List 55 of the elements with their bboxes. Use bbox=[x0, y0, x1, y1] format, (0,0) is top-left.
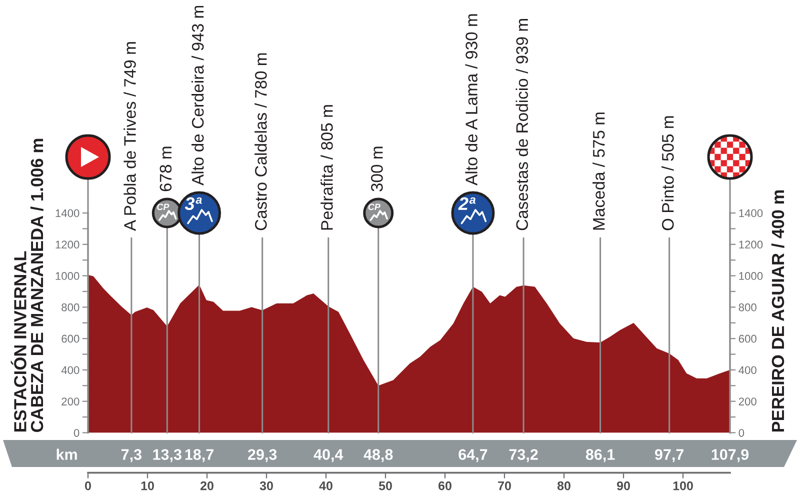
x2-tick-label: 107,9 bbox=[712, 449, 749, 462]
text: 2ª bbox=[458, 197, 476, 210]
x2-tick-label: 13,3 bbox=[153, 449, 182, 462]
y-axis-title: ESTACIÓN INVERNAL CABEZA DE MANZANEDA / 1.006 m bbox=[10, 138, 44, 432]
x-tick-label: 0 bbox=[85, 481, 91, 490]
text: 3ª bbox=[184, 197, 202, 210]
x2-tick-label: 64,7 bbox=[458, 449, 488, 462]
ref-line-label: Castro Caldelas / 780 m bbox=[254, 53, 267, 230]
y2-tick-label: 1400 bbox=[739, 209, 763, 218]
ref-line-label: Alto de Cerdeira / 943 m bbox=[191, 6, 204, 186]
ref-line-label: Maceda / 575 m bbox=[592, 112, 605, 230]
x-tick-label: 20 bbox=[200, 481, 214, 490]
ref-line-label: 300 m bbox=[371, 146, 383, 192]
x-tick-label: 30 bbox=[260, 481, 273, 490]
x2-tick-label: 18,7 bbox=[185, 449, 214, 462]
y2-tick-label: 200 bbox=[738, 398, 756, 406]
y-tick-label: 200 bbox=[62, 398, 80, 406]
x2-tick-label: 97,7 bbox=[654, 449, 684, 462]
ref-line-label: Alto de A Lama / 930 m bbox=[465, 14, 478, 186]
x2-tick-label: 73,2 bbox=[509, 449, 538, 462]
text: CP bbox=[368, 204, 380, 210]
x2-tick-label: 7,3 bbox=[121, 449, 142, 462]
y2-tick-label: 600 bbox=[738, 334, 756, 343]
ref-line-label: 678 m bbox=[160, 146, 172, 192]
y-tick-label: 400 bbox=[61, 366, 80, 374]
ref-line-label: Casestas de Rodicio / 939 m bbox=[516, 19, 528, 230]
y-tick-label: 1200 bbox=[56, 240, 80, 249]
y-tick-label: 800 bbox=[62, 303, 80, 312]
y-tick-label: 600 bbox=[62, 334, 80, 343]
x-tick-label: 10 bbox=[141, 481, 154, 490]
x-tick-label: 80 bbox=[557, 481, 570, 490]
y2-tick-label: 1200 bbox=[739, 240, 763, 249]
x-tick-label: 90 bbox=[616, 481, 630, 490]
x2-tick-label: 29,3 bbox=[248, 449, 277, 462]
x2-tick-label: 40,4 bbox=[314, 449, 344, 462]
y-tick-label: 1400 bbox=[56, 209, 80, 218]
x-tick-label: 70 bbox=[498, 481, 511, 490]
ref-line-label: O Pinto / 505 m bbox=[662, 116, 674, 230]
x-tick-label: 50 bbox=[378, 481, 392, 490]
ref-line-label: A Pobla de Trives / 749 m bbox=[124, 42, 136, 231]
x-tick-label: 60 bbox=[438, 481, 452, 490]
y2-tick-label: 1000 bbox=[739, 272, 763, 280]
text: CP bbox=[157, 204, 170, 210]
ref-line-label: Pedrafita / 805 m bbox=[320, 105, 333, 230]
x2-tick-label: 86,1 bbox=[586, 449, 615, 462]
y-tick-label: 0 bbox=[74, 428, 80, 437]
x-tick-label: 40 bbox=[319, 481, 332, 490]
y2-tick-label: 0 bbox=[738, 428, 744, 437]
x2-tick-label: 48,8 bbox=[364, 449, 393, 462]
y2-axis-title: PEREIRO DE AGUIAR / 400 m bbox=[771, 190, 784, 432]
x2-axis-title: km bbox=[56, 448, 77, 460]
y2-tick-label: 400 bbox=[738, 366, 756, 374]
x-tick-label: 100 bbox=[673, 481, 693, 490]
y-tick-label: 1000 bbox=[56, 272, 80, 280]
y2-tick-label: 800 bbox=[738, 303, 756, 312]
